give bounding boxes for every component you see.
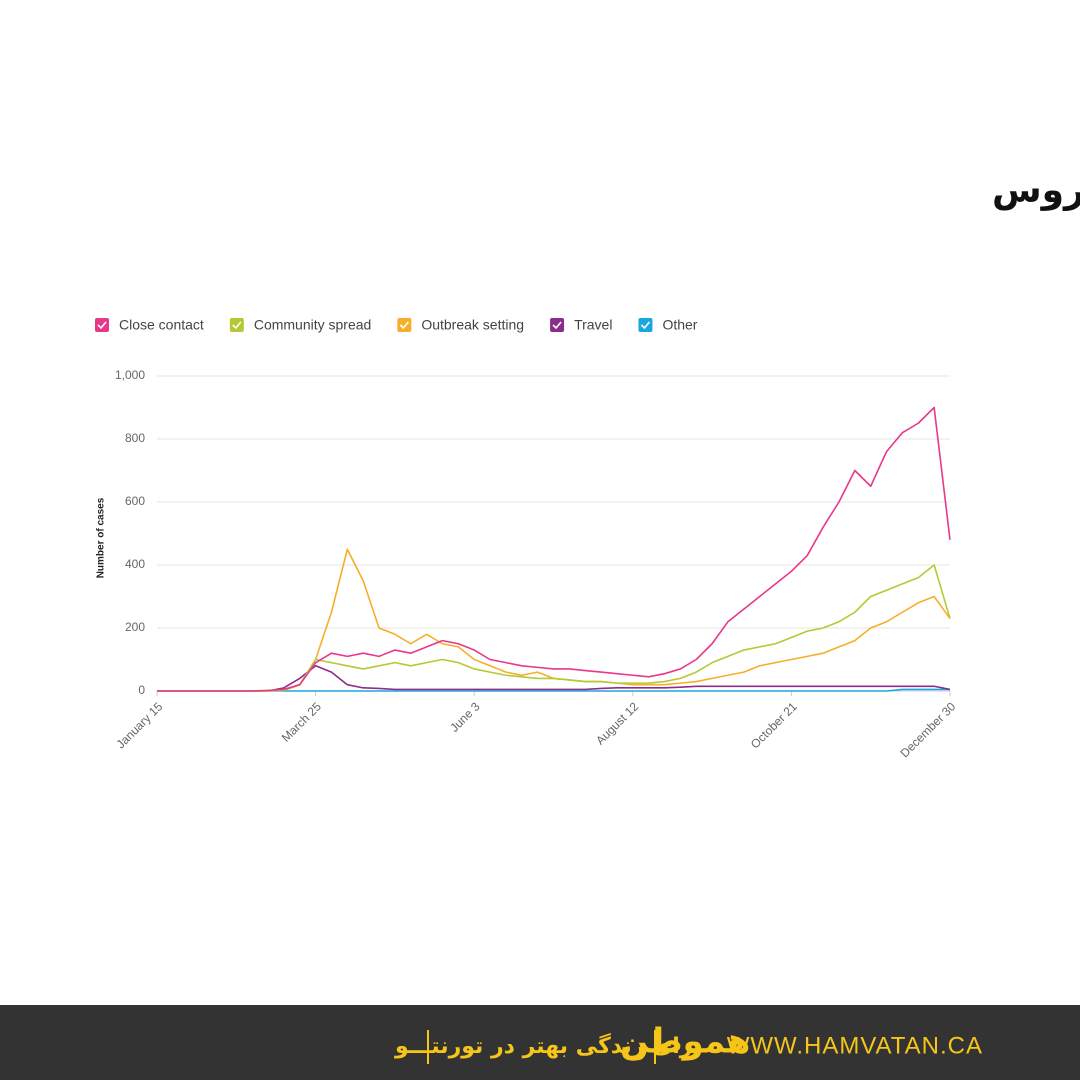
legend-check xyxy=(552,321,562,330)
legend-swatch xyxy=(638,318,653,332)
y-tick-label: 400 xyxy=(125,557,145,571)
legend-check xyxy=(232,321,242,330)
legend-label: Travel xyxy=(574,317,612,333)
legend-swatch xyxy=(95,318,109,332)
legend-label: Outbreak setting xyxy=(421,317,524,333)
legend-label: Community spread xyxy=(254,317,372,333)
line-series xyxy=(157,665,951,692)
legend-check xyxy=(399,321,409,330)
footer-logo: هموطن xyxy=(620,1022,750,1062)
y-axis-title: Number of cases xyxy=(96,497,107,578)
footer-slogan: برای زندگی بهتر در تورنتـــو xyxy=(394,1032,702,1059)
footer-bar xyxy=(0,1005,1080,1080)
chart-title: منبع احتمالی ابتلا به ویروس xyxy=(992,170,1080,211)
legend-swatch xyxy=(397,318,412,332)
y-tick-label: 800 xyxy=(125,431,145,445)
legend-swatch xyxy=(229,318,244,332)
legend-label: Close contact xyxy=(119,317,204,333)
y-tick-label: 600 xyxy=(125,494,145,508)
legend-check xyxy=(640,321,651,330)
y-tick-label: 1,000 xyxy=(115,368,145,382)
line-series xyxy=(157,688,950,692)
line-series xyxy=(157,406,951,692)
legend-swatch xyxy=(550,318,565,332)
legend-label: Other xyxy=(662,317,697,333)
y-tick-label: 0 xyxy=(138,683,145,697)
footer-url: WWW.HAMVATAN.CA xyxy=(727,1032,983,1059)
y-tick-label: 200 xyxy=(125,620,145,634)
legend-check xyxy=(97,321,107,330)
